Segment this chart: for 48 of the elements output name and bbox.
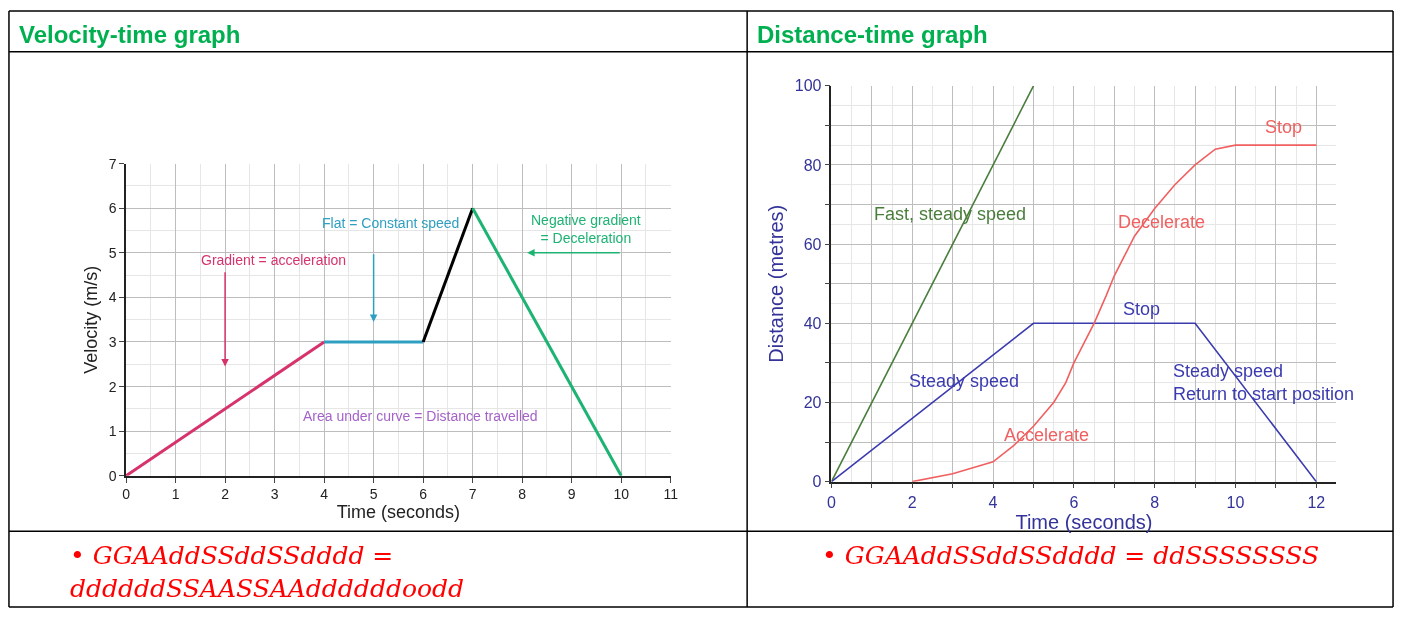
x-tick-label: 8 — [1150, 493, 1160, 511]
y-tick-label: 3 — [108, 333, 117, 350]
annotation: Stop — [1123, 299, 1161, 319]
y-tick-label: 7 — [108, 155, 117, 172]
chart-title: Velocity-time graph — [19, 21, 241, 48]
y-tick-label: 20 — [803, 394, 822, 412]
x-tick-label: 9 — [567, 486, 576, 503]
x-tick-label: 5 — [369, 486, 378, 503]
x-tick-label: 4 — [988, 493, 998, 511]
x-tick-label: 1 — [171, 486, 180, 503]
x-tick-label: 6 — [1069, 493, 1079, 511]
x-tick-label: 10 — [613, 486, 630, 503]
x-tick-label: 3 — [270, 486, 279, 503]
x-tick-label: 11 — [663, 486, 679, 503]
x-tick-label: 6 — [419, 486, 428, 503]
annotation: Flat = Constant speed — [322, 215, 460, 231]
annotation: Area under curve = Distance travelled — [303, 408, 538, 424]
x-tick-label: 2 — [221, 486, 230, 503]
y-tick-label: 0 — [812, 473, 822, 491]
x-tick-label: 12 — [1307, 493, 1326, 511]
y-tick-label: 80 — [803, 156, 822, 174]
y-tick-label: 60 — [803, 235, 822, 253]
y-tick-label: 6 — [108, 200, 117, 217]
x-tick-label: 2 — [907, 493, 917, 511]
x-axis-title: Time (seconds) — [1015, 510, 1153, 533]
x-tick-label: 7 — [468, 486, 477, 503]
annotation: Stop — [1265, 117, 1303, 137]
y-tick-label: 40 — [803, 314, 822, 332]
y-tick-label: 1 — [108, 423, 117, 440]
y-tick-label: 4 — [108, 289, 117, 306]
text: • GGAAddSSddSSdddd = ddSSSSSSSS — [822, 541, 1320, 570]
x-tick-label: 8 — [518, 486, 527, 503]
x-tick-label: 0 — [827, 493, 837, 511]
annotation: Gradient = acceleration — [201, 252, 347, 268]
y-tick-label: 2 — [108, 378, 117, 395]
x-axis-title: Time (seconds) — [336, 502, 461, 523]
text: • GGAAddSSddSSdddd = ddddddSSAASSAAddddddoodd — [70, 541, 464, 603]
y-axis-title: Distance (metres) — [764, 204, 787, 363]
y-tick-label: 5 — [108, 244, 117, 261]
y-tick-label: 100 — [794, 77, 822, 95]
x-tick-label: 0 — [122, 486, 131, 503]
y-axis-title: Velocity (m/s) — [81, 265, 102, 374]
x-tick-label: 4 — [320, 486, 329, 503]
chart-title: Distance-time graph — [757, 21, 988, 48]
y-tick-label: 0 — [108, 467, 117, 484]
annotation: Steady speed Return to start position — [1173, 361, 1355, 405]
annotation: Negative gradient = Deceleration — [531, 212, 641, 247]
x-tick-label: 10 — [1226, 493, 1245, 511]
